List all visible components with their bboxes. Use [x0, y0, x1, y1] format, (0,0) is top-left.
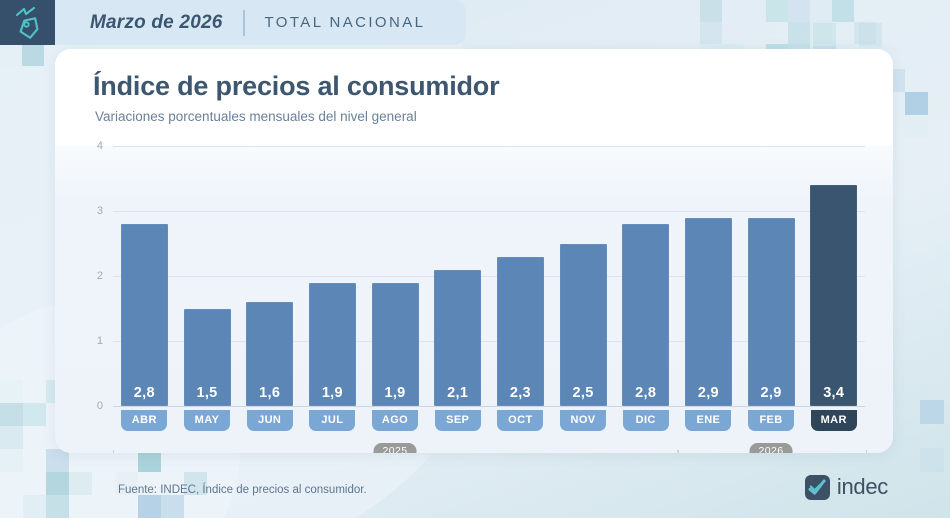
bar-value-label: 1,9: [384, 385, 406, 401]
y-tick-label: 2: [96, 270, 103, 282]
chart-card: Índice de precios al consumidor Variacio…: [55, 49, 893, 453]
month-label-dic[interactable]: DIC: [622, 410, 669, 431]
bar: 2,9: [747, 217, 795, 406]
header-content: Marzo de 2026 TOTAL NACIONAL: [55, 0, 466, 45]
bar-value-label: 2,9: [697, 385, 719, 401]
month-label-ene[interactable]: ENE: [685, 410, 732, 431]
bar-value-label: 2,9: [760, 385, 782, 401]
y-tick-label: 0: [96, 400, 103, 412]
bar-value-label: 2,5: [572, 385, 594, 401]
bar-column: 2,5: [552, 146, 615, 406]
bar: 1,5: [183, 308, 231, 406]
bar-column: 3,4: [802, 146, 865, 406]
y-tick-label: 3: [96, 205, 103, 217]
gridline: [113, 276, 865, 277]
month-column: OCT: [489, 410, 552, 431]
month-column: SEP: [426, 410, 489, 431]
report-scope: TOTAL NACIONAL: [264, 14, 426, 31]
bar: 2,9: [684, 217, 732, 406]
bar: 2,3: [496, 256, 544, 406]
bar: 2,8: [120, 224, 168, 406]
bar-column: 2,3: [489, 146, 552, 406]
month-label-oct[interactable]: OCT: [497, 410, 544, 431]
gridline: [113, 406, 865, 407]
month-column: ABR: [113, 410, 176, 431]
year-axis: 2025 2026: [113, 442, 867, 453]
header-divider: [242, 9, 245, 36]
bar-column: 2,1: [426, 146, 489, 406]
gridline: [113, 146, 865, 147]
bar-column: 1,6: [238, 146, 301, 406]
year-label-2026: 2026: [749, 443, 793, 453]
report-period: Marzo de 2026: [90, 11, 223, 33]
gridlines: [113, 146, 865, 407]
bar: 3,4: [810, 185, 858, 406]
bar-value-label: 1,6: [259, 385, 281, 401]
page-title: Índice de precios al consumidor: [93, 71, 500, 101]
month-label-abr[interactable]: ABR: [121, 410, 168, 431]
bar-column: 2,9: [677, 146, 740, 406]
gridline: [113, 341, 865, 342]
month-label-sep[interactable]: SEP: [434, 410, 481, 431]
footer: [0, 452, 950, 518]
bar-column: 1,9: [364, 146, 427, 406]
year-label-2025: 2025: [373, 443, 417, 453]
bar-column: 1,9: [301, 146, 364, 406]
bar: 1,9: [371, 282, 419, 406]
month-column: MAY: [176, 410, 239, 431]
month-axis: ABR MAY JUN JUL AGO SEP OCT NOV DIC ENE FEB MAR: [113, 410, 865, 431]
bar-value-label: 1,5: [196, 385, 218, 401]
card-header: Índice de precios al consumidor Variacio…: [55, 49, 893, 146]
month-column: JUL: [301, 410, 364, 431]
month-label-jun[interactable]: JUN: [246, 410, 293, 431]
bar-series: 2,8 1,5 1,6 1,9 1,9 2,1 2,3 2,5 2,8 2,9 2,9 3,4: [113, 146, 865, 406]
bar: 1,6: [246, 302, 294, 406]
bar-column: 2,8: [614, 146, 677, 406]
year-bracket: [113, 450, 679, 453]
source-note: Fuente: INDEC, Índice de precios al cons…: [118, 484, 367, 496]
gridline: [113, 211, 865, 212]
bar-value-label: 2,3: [509, 385, 531, 401]
bar: 2,5: [559, 243, 607, 406]
bar-column: 2,9: [740, 146, 803, 406]
month-column: DIC: [614, 410, 677, 431]
page-subtitle: Variaciones porcentuales mensuales del n…: [95, 109, 417, 124]
month-label-jul[interactable]: JUL: [309, 410, 356, 431]
month-label-may[interactable]: MAY: [184, 410, 230, 431]
chart-plot-area: 4 3 2 1 0 2,8 1,5 1,6 1,9 1,9 2,1 2,3 2,5 2,8 2,9 2,9 3…: [55, 140, 893, 453]
y-tick-label: 1: [96, 335, 103, 347]
year-bracket: [677, 450, 867, 453]
month-column: NOV: [552, 410, 615, 431]
indec-logo: indec: [804, 474, 888, 500]
month-column: ENE: [677, 410, 740, 431]
bar: 2,8: [622, 224, 670, 406]
month-column: FEB: [740, 410, 803, 431]
bar: 2,1: [434, 269, 482, 406]
header-bar: Marzo de 2026 TOTAL NACIONAL: [0, 0, 466, 45]
indec-wordmark: indec: [836, 474, 888, 499]
month-label-nov[interactable]: NOV: [560, 410, 607, 431]
month-label-mar[interactable]: MAR: [810, 410, 857, 431]
bar-value-label: 3,4: [823, 385, 845, 401]
bar-value-label: 2,8: [133, 385, 155, 401]
price-tag-icon: [0, 0, 55, 45]
bar-value-label: 2,1: [447, 385, 469, 401]
indec-check-icon: [804, 474, 830, 500]
month-label-feb[interactable]: FEB: [748, 410, 795, 431]
month-column: JUN: [238, 410, 301, 431]
month-column: AGO: [364, 410, 427, 431]
y-axis: 4 3 2 1 0: [55, 140, 113, 412]
month-label-ago[interactable]: AGO: [372, 410, 419, 431]
y-tick-label: 4: [96, 140, 103, 152]
bar-value-label: 2,8: [635, 385, 657, 401]
bar-column: 1,5: [176, 146, 239, 406]
bar-column: 2,8: [113, 146, 176, 406]
bar: 1,9: [308, 282, 356, 406]
month-column: MAR: [802, 410, 865, 431]
bar-value-label: 1,9: [321, 385, 343, 401]
